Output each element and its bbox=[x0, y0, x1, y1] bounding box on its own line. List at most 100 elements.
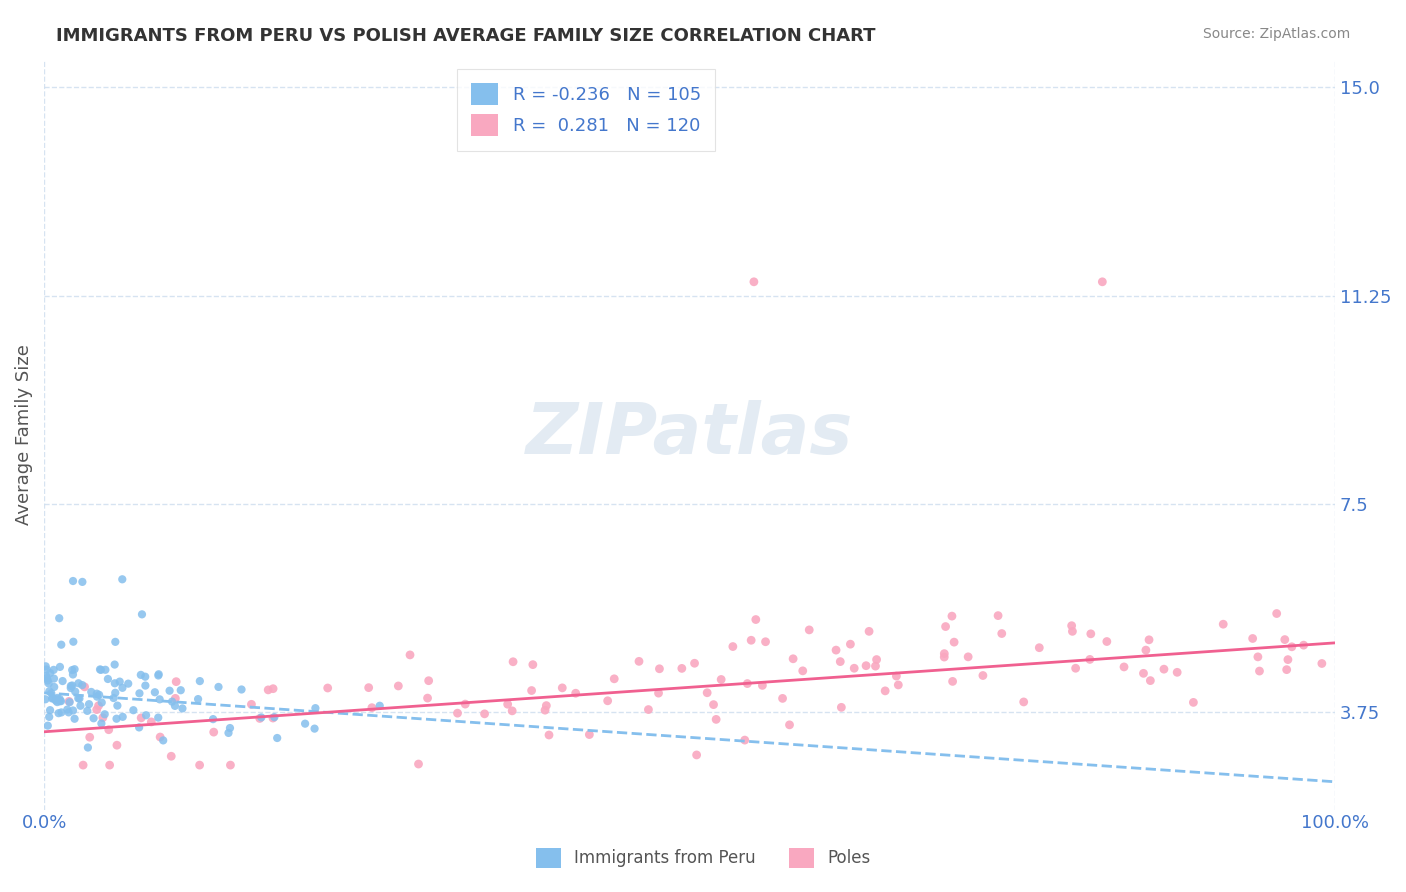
Point bbox=[551, 681, 574, 695]
Point bbox=[474, 706, 496, 721]
Point bbox=[63, 662, 86, 676]
Point bbox=[62, 703, 84, 717]
Point bbox=[77, 740, 100, 755]
Point bbox=[740, 633, 762, 648]
Point bbox=[721, 640, 744, 654]
Point bbox=[1132, 666, 1154, 681]
Point bbox=[48, 692, 70, 706]
Point bbox=[103, 691, 125, 706]
Point bbox=[219, 758, 242, 772]
Point bbox=[105, 698, 128, 713]
Point bbox=[163, 698, 186, 713]
Point bbox=[69, 698, 91, 713]
Point bbox=[83, 711, 105, 725]
Point bbox=[1241, 632, 1264, 646]
Point bbox=[63, 712, 86, 726]
Text: Source: ZipAtlas.com: Source: ZipAtlas.com bbox=[1202, 27, 1350, 41]
Point bbox=[105, 712, 128, 726]
Point bbox=[165, 691, 187, 706]
Point bbox=[90, 696, 112, 710]
Point bbox=[188, 758, 211, 772]
Point bbox=[48, 706, 70, 721]
Point bbox=[1275, 663, 1298, 677]
Point bbox=[399, 648, 422, 662]
Text: ZIPatlas: ZIPatlas bbox=[526, 401, 853, 469]
Point bbox=[62, 574, 84, 588]
Point bbox=[170, 683, 193, 698]
Point bbox=[105, 738, 128, 752]
Point bbox=[1137, 632, 1160, 647]
Point bbox=[1265, 607, 1288, 621]
Point bbox=[93, 707, 115, 722]
Point bbox=[886, 669, 908, 683]
Point bbox=[135, 708, 157, 723]
Point bbox=[38, 710, 60, 724]
Point bbox=[69, 691, 91, 706]
Point bbox=[98, 758, 121, 772]
Point bbox=[865, 659, 887, 673]
Point bbox=[67, 691, 90, 706]
Point bbox=[59, 681, 82, 695]
Point bbox=[534, 703, 557, 717]
Point bbox=[1292, 638, 1315, 652]
Point bbox=[49, 694, 72, 708]
Point bbox=[1080, 627, 1102, 641]
Point bbox=[104, 686, 127, 700]
Point bbox=[875, 684, 897, 698]
Point bbox=[218, 726, 240, 740]
Point bbox=[957, 649, 980, 664]
Point bbox=[49, 660, 72, 674]
Point bbox=[647, 686, 669, 700]
Point bbox=[1274, 632, 1296, 647]
Point bbox=[94, 663, 117, 677]
Point bbox=[56, 702, 79, 716]
Point bbox=[62, 667, 84, 681]
Point bbox=[46, 690, 69, 705]
Point bbox=[520, 683, 543, 698]
Point bbox=[46, 695, 69, 709]
Point bbox=[87, 698, 110, 713]
Point bbox=[149, 730, 172, 744]
Point bbox=[73, 680, 96, 694]
Point bbox=[39, 686, 62, 700]
Point bbox=[779, 718, 801, 732]
Point bbox=[887, 678, 910, 692]
Point bbox=[1310, 657, 1333, 671]
Point bbox=[304, 722, 326, 736]
Point bbox=[86, 703, 108, 717]
Point bbox=[941, 609, 963, 624]
Point bbox=[231, 682, 253, 697]
Point bbox=[772, 691, 794, 706]
Point bbox=[86, 690, 108, 704]
Point bbox=[1182, 695, 1205, 709]
Point bbox=[685, 747, 707, 762]
Point bbox=[1012, 695, 1035, 709]
Point bbox=[159, 683, 181, 698]
Point bbox=[79, 730, 101, 744]
Point bbox=[603, 672, 626, 686]
Point bbox=[219, 721, 242, 735]
Point bbox=[830, 655, 852, 669]
Point bbox=[501, 704, 523, 718]
Point bbox=[148, 668, 170, 682]
Point bbox=[65, 684, 87, 698]
Point bbox=[368, 698, 391, 713]
Point bbox=[1153, 662, 1175, 676]
Point bbox=[128, 686, 150, 700]
Point bbox=[122, 703, 145, 717]
Point bbox=[825, 643, 848, 657]
Point bbox=[207, 680, 229, 694]
Point bbox=[97, 672, 120, 686]
Point bbox=[42, 672, 65, 686]
Point bbox=[627, 654, 650, 668]
Point bbox=[578, 728, 600, 742]
Point bbox=[165, 674, 187, 689]
Point bbox=[263, 710, 285, 724]
Point bbox=[696, 686, 718, 700]
Point bbox=[38, 684, 60, 698]
Point bbox=[942, 674, 965, 689]
Point bbox=[41, 691, 63, 706]
Point bbox=[39, 665, 62, 680]
Point bbox=[134, 679, 156, 693]
Point bbox=[160, 695, 183, 709]
